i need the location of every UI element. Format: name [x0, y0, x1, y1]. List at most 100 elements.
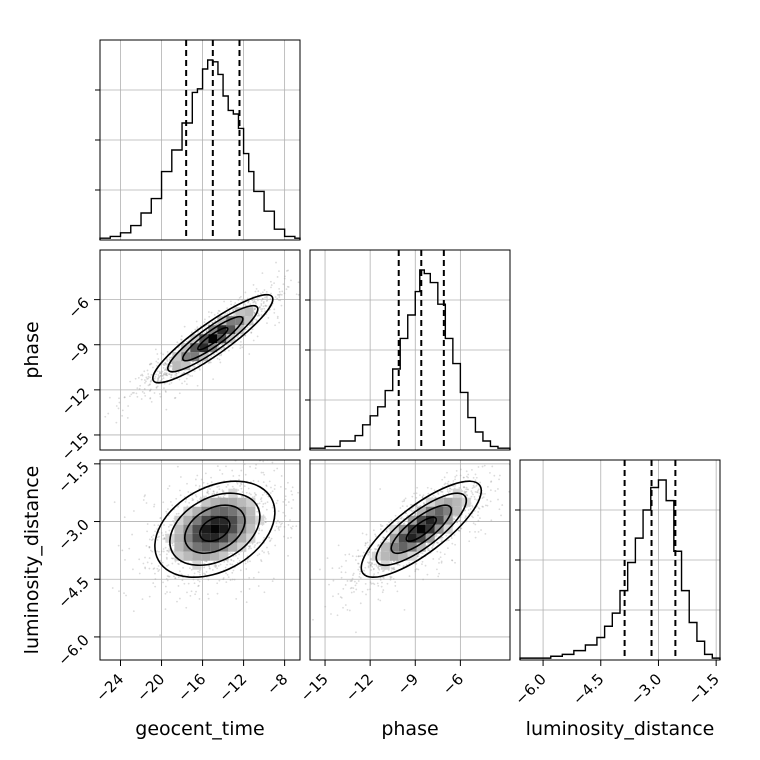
scatter-point: [225, 572, 227, 575]
scatter-point: [192, 365, 195, 368]
scatter-point: [176, 465, 179, 468]
density-cell: [190, 334, 200, 344]
scatter-point: [207, 362, 210, 364]
scatter-point: [431, 545, 434, 547]
scatter-point: [282, 283, 285, 286]
scatter-point: [279, 293, 282, 296]
scatter-point: [231, 485, 234, 488]
scatter-point: [261, 550, 264, 552]
density-cell: [235, 316, 245, 326]
scatter-point: [229, 579, 232, 581]
scatter-point: [141, 598, 144, 601]
scatter-point: [336, 614, 339, 617]
scatter-point: [377, 598, 380, 601]
scatter-point: [118, 401, 121, 404]
scatter-point: [251, 299, 254, 302]
scatter-point: [436, 550, 439, 553]
scatter-point: [486, 504, 489, 507]
scatter-point: [312, 618, 314, 621]
scatter-point: [168, 575, 171, 578]
scatter-point: [465, 488, 467, 491]
scatter-point: [358, 572, 361, 575]
scatter-point: [166, 508, 169, 511]
scatter-point: [446, 488, 449, 491]
scatter-point: [170, 376, 173, 379]
scatter-point: [452, 484, 455, 487]
scatter-point: [275, 525, 278, 528]
scatter-point: [432, 543, 435, 546]
scatter-point: [417, 555, 420, 558]
scatter-point: [168, 549, 171, 552]
scatter-point: [260, 299, 263, 302]
scatter-point: [297, 281, 300, 284]
scatter-point: [394, 585, 397, 587]
contour-line: [169, 492, 261, 567]
scatter-point: [166, 558, 168, 560]
scatter-point: [149, 397, 152, 400]
scatter-point: [155, 360, 158, 363]
scatter-point: [457, 529, 460, 532]
density-cell: [174, 524, 184, 534]
scatter-point: [166, 360, 169, 362]
scatter-point: [199, 569, 201, 572]
scatter-point: [498, 508, 501, 511]
scatter-point: [160, 372, 163, 375]
scatter-point: [144, 394, 147, 397]
scatter-point: [256, 502, 259, 505]
scatter-point: [149, 389, 152, 392]
scatter-point: [156, 353, 159, 355]
scatter-point: [187, 373, 190, 376]
scatter-point: [435, 534, 438, 537]
scatter-point: [170, 524, 173, 526]
scatter-point: [284, 498, 287, 501]
scatter-point: [414, 568, 417, 571]
scatter-point: [368, 550, 371, 553]
scatter-point: [463, 486, 466, 489]
scatter-point: [467, 473, 470, 476]
density-cell: [210, 542, 220, 552]
scatter-point: [465, 506, 468, 509]
scatter-point: [214, 563, 216, 566]
scatter-point: [491, 465, 494, 468]
scatter-point: [238, 559, 241, 562]
scatter-point: [138, 387, 141, 390]
scatter-point: [163, 537, 166, 539]
scatter-point: [203, 332, 206, 334]
scatter-point: [240, 469, 243, 472]
scatter-point: [237, 334, 240, 337]
scatter-point: [210, 485, 213, 488]
scatter-point: [465, 486, 468, 489]
scatter-point: [250, 331, 253, 334]
scatter-point: [162, 373, 165, 376]
scatter-point: [152, 366, 154, 369]
scatter-point: [186, 383, 188, 386]
scatter-point: [391, 567, 394, 569]
density-cell: [235, 325, 245, 335]
scatter-point: [162, 534, 165, 537]
scatter-point: [104, 415, 107, 418]
scatter-point: [154, 572, 156, 575]
scatter-point: [229, 563, 232, 566]
scatter-point: [467, 476, 469, 479]
scatter-point: [468, 540, 471, 543]
scatter-point: [188, 501, 191, 504]
scatter-point: [462, 476, 465, 479]
scatter-point: [261, 297, 264, 300]
scatter-point: [340, 596, 343, 599]
scatter-point: [175, 497, 178, 500]
scatter-point: [162, 363, 164, 365]
scatter-point: [150, 379, 152, 382]
scatter-point: [348, 553, 351, 556]
scatter-point: [179, 494, 182, 497]
scatter-point: [208, 565, 211, 567]
scatter-point: [424, 564, 427, 567]
density-cell: [210, 524, 220, 534]
scatter-point: [264, 296, 266, 299]
scatter-point: [263, 473, 266, 476]
scatter-point: [264, 304, 267, 307]
scatter-point: [199, 362, 202, 364]
scatter-point: [169, 364, 172, 367]
scatter-point: [226, 312, 229, 315]
scatter-point: [142, 499, 145, 501]
scatter-point: [159, 634, 161, 637]
